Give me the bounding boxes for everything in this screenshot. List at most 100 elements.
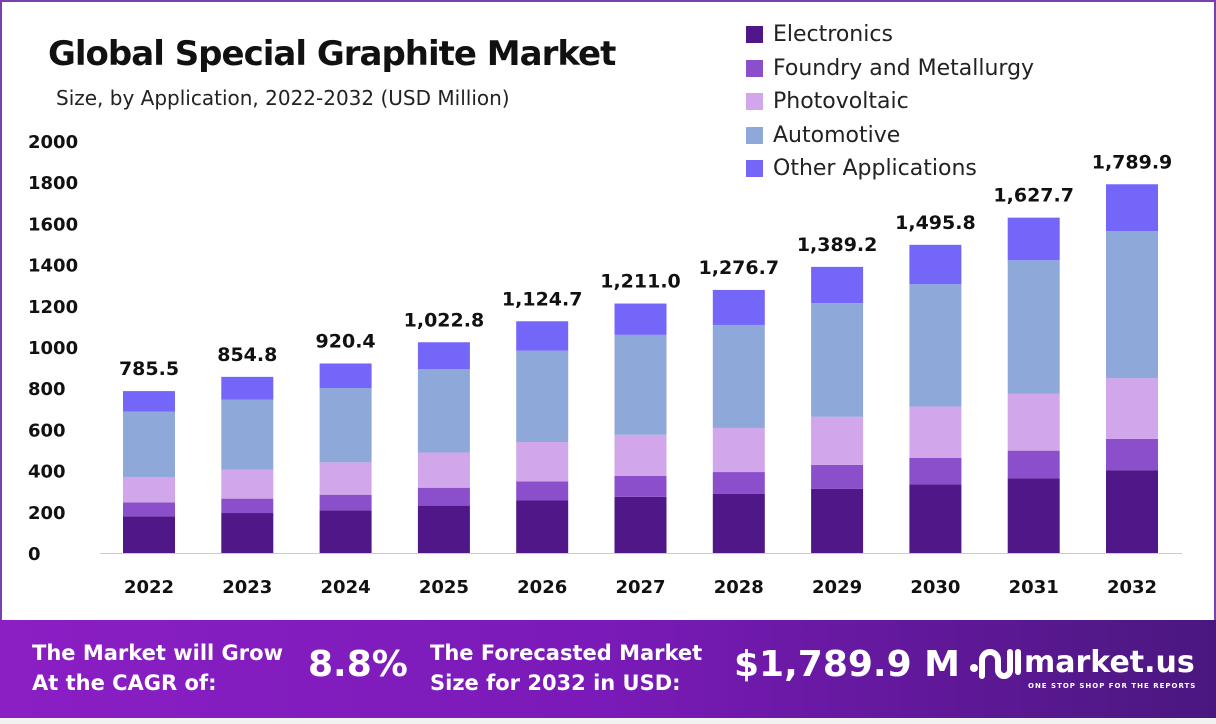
legend-label: Foundry and Metallurgy [773, 55, 1035, 81]
total-label: 1,495.8 [895, 212, 976, 234]
chart-title: Global Special Graphite Market [48, 34, 616, 74]
bar-segment-automotive [811, 303, 864, 417]
legend-item: Electronics [746, 18, 1034, 52]
stacked-bar-chart: 0 200 400 600 800 1000 1200 1400 1600 1800 2000 785… [28, 132, 1182, 598]
cagr-label-line2: At the CAGR of: [32, 671, 217, 695]
bar-segment-automotive [319, 387, 372, 463]
logo-icon [970, 649, 1021, 679]
total-label: 1,627.7 [993, 185, 1074, 207]
cagr-label-line1: The Market will Grow [32, 641, 283, 665]
bar-segment-electronics [712, 493, 765, 553]
bar-segment-foundry-and-metallurgy [909, 457, 962, 485]
bar-segment-electronics [516, 500, 569, 553]
bar-segment-photovoltaic [417, 452, 470, 488]
total-label: 1,211.0 [600, 271, 681, 293]
x-tick-label: 2025 [419, 577, 469, 598]
y-tick-label: 1000 [28, 338, 78, 359]
legend-label: Electronics [773, 22, 893, 48]
bar-segment-foundry-and-metallurgy [712, 472, 765, 494]
bar-segment-electronics [909, 484, 962, 553]
bar-segment-foundry-and-metallurgy [1106, 438, 1158, 471]
x-tick-label: 2029 [812, 577, 862, 598]
legend-swatch [746, 26, 763, 44]
bar-segment-other-applications [811, 266, 864, 304]
x-tick-label: 2024 [321, 577, 371, 598]
bar-segment-other-applications [516, 321, 569, 351]
total-label: 1,124.7 [502, 288, 583, 310]
legend-swatch [746, 93, 763, 111]
legend-swatch [746, 160, 763, 178]
bar-segment-electronics [811, 488, 864, 553]
y-tick-label: 200 [28, 503, 66, 524]
forecast-value: $1,789.9 M [734, 644, 961, 685]
bar-segment-foundry-and-metallurgy [221, 498, 274, 514]
legend-label: Automotive [773, 122, 901, 148]
x-tick-label: 2030 [910, 577, 960, 598]
forecast-label-line2: Size for 2032 in USD: [430, 671, 681, 695]
market-us-logo: market.us ONE STOP SHOP FOR THE REPORTS [968, 642, 1195, 690]
bar-segment-photovoltaic [123, 476, 175, 503]
x-tick-label: 2027 [615, 577, 665, 598]
total-label: 1,789.9 [1092, 151, 1173, 173]
bar-segment-automotive [417, 369, 470, 453]
bar-segment-automotive [516, 350, 569, 442]
total-label: 1,022.8 [404, 309, 485, 331]
bar-segment-other-applications [909, 244, 962, 285]
cagr-value: 8.8% [308, 644, 408, 685]
bar-segment-foundry-and-metallurgy [417, 487, 470, 506]
total-label: 920.4 [316, 330, 376, 352]
bar-segment-foundry-and-metallurgy [614, 475, 667, 497]
x-tick-label: 2022 [124, 577, 174, 598]
bar-segment-photovoltaic [909, 406, 962, 458]
bar-segment-other-applications [614, 303, 667, 335]
total-label: 854.8 [217, 344, 277, 366]
forecast-label-line1: The Forecasted Market [430, 641, 703, 665]
bar-segment-electronics [221, 513, 274, 553]
y-tick-label: 1600 [28, 214, 78, 235]
bar-segment-electronics [123, 516, 175, 553]
legend-label: Other Applications [773, 156, 977, 182]
bar-segment-electronics [1106, 470, 1158, 553]
bar-segment-foundry-and-metallurgy [811, 464, 864, 489]
bar-segment-automotive [712, 324, 765, 428]
chart-subtitle: Size, by Application, 2022-2032 (USD Mil… [56, 86, 510, 110]
bar-segment-automotive [1007, 260, 1060, 394]
bar-segment-automotive [909, 284, 962, 407]
bar-segment-foundry-and-metallurgy [123, 502, 175, 517]
total-label: 785.5 [119, 358, 179, 380]
x-tick-label: 2028 [714, 577, 764, 598]
bar-segment-other-applications [1106, 184, 1158, 232]
legend-item: Photovoltaic [746, 85, 1034, 119]
x-tick-label: 2026 [517, 577, 567, 598]
bar-segment-photovoltaic [614, 434, 667, 476]
legend-label: Photovoltaic [773, 89, 909, 115]
bar-segment-photovoltaic [1106, 378, 1158, 439]
bottom-strip [0, 718, 1216, 724]
bar-segment-foundry-and-metallurgy [1007, 450, 1060, 479]
bar-segment-foundry-and-metallurgy [319, 494, 372, 511]
y-tick-label: 600 [28, 420, 66, 441]
bar-segment-other-applications [221, 376, 274, 400]
forecast-label: The Forecasted Market Size for 2032 in U… [430, 638, 702, 698]
bar-segment-electronics [417, 505, 470, 553]
bar-segment-automotive [1106, 231, 1158, 379]
y-tick-label: 1400 [28, 256, 78, 277]
bar-segment-photovoltaic [712, 427, 765, 473]
bar-segment-photovoltaic [516, 441, 569, 482]
bar-segment-electronics [1007, 478, 1060, 553]
total-label: 1,389.2 [797, 234, 878, 256]
bar-segment-foundry-and-metallurgy [516, 481, 569, 501]
bar-segment-electronics [614, 496, 667, 553]
brand-name: market.us [1024, 644, 1195, 680]
y-tick-label: 400 [28, 462, 66, 483]
x-tick-label: 2031 [1009, 577, 1059, 598]
brand-tagline: ONE STOP SHOP FOR THE REPORTS [1028, 682, 1197, 690]
x-tick-label: 2032 [1107, 577, 1157, 598]
legend-swatch [746, 59, 763, 77]
bar-segment-electronics [319, 510, 372, 553]
legend-item: Foundry and Metallurgy [746, 52, 1034, 86]
y-tick-label: 2000 [28, 132, 78, 153]
x-tick-label: 2023 [222, 577, 272, 598]
bar-segment-photovoltaic [319, 462, 372, 495]
